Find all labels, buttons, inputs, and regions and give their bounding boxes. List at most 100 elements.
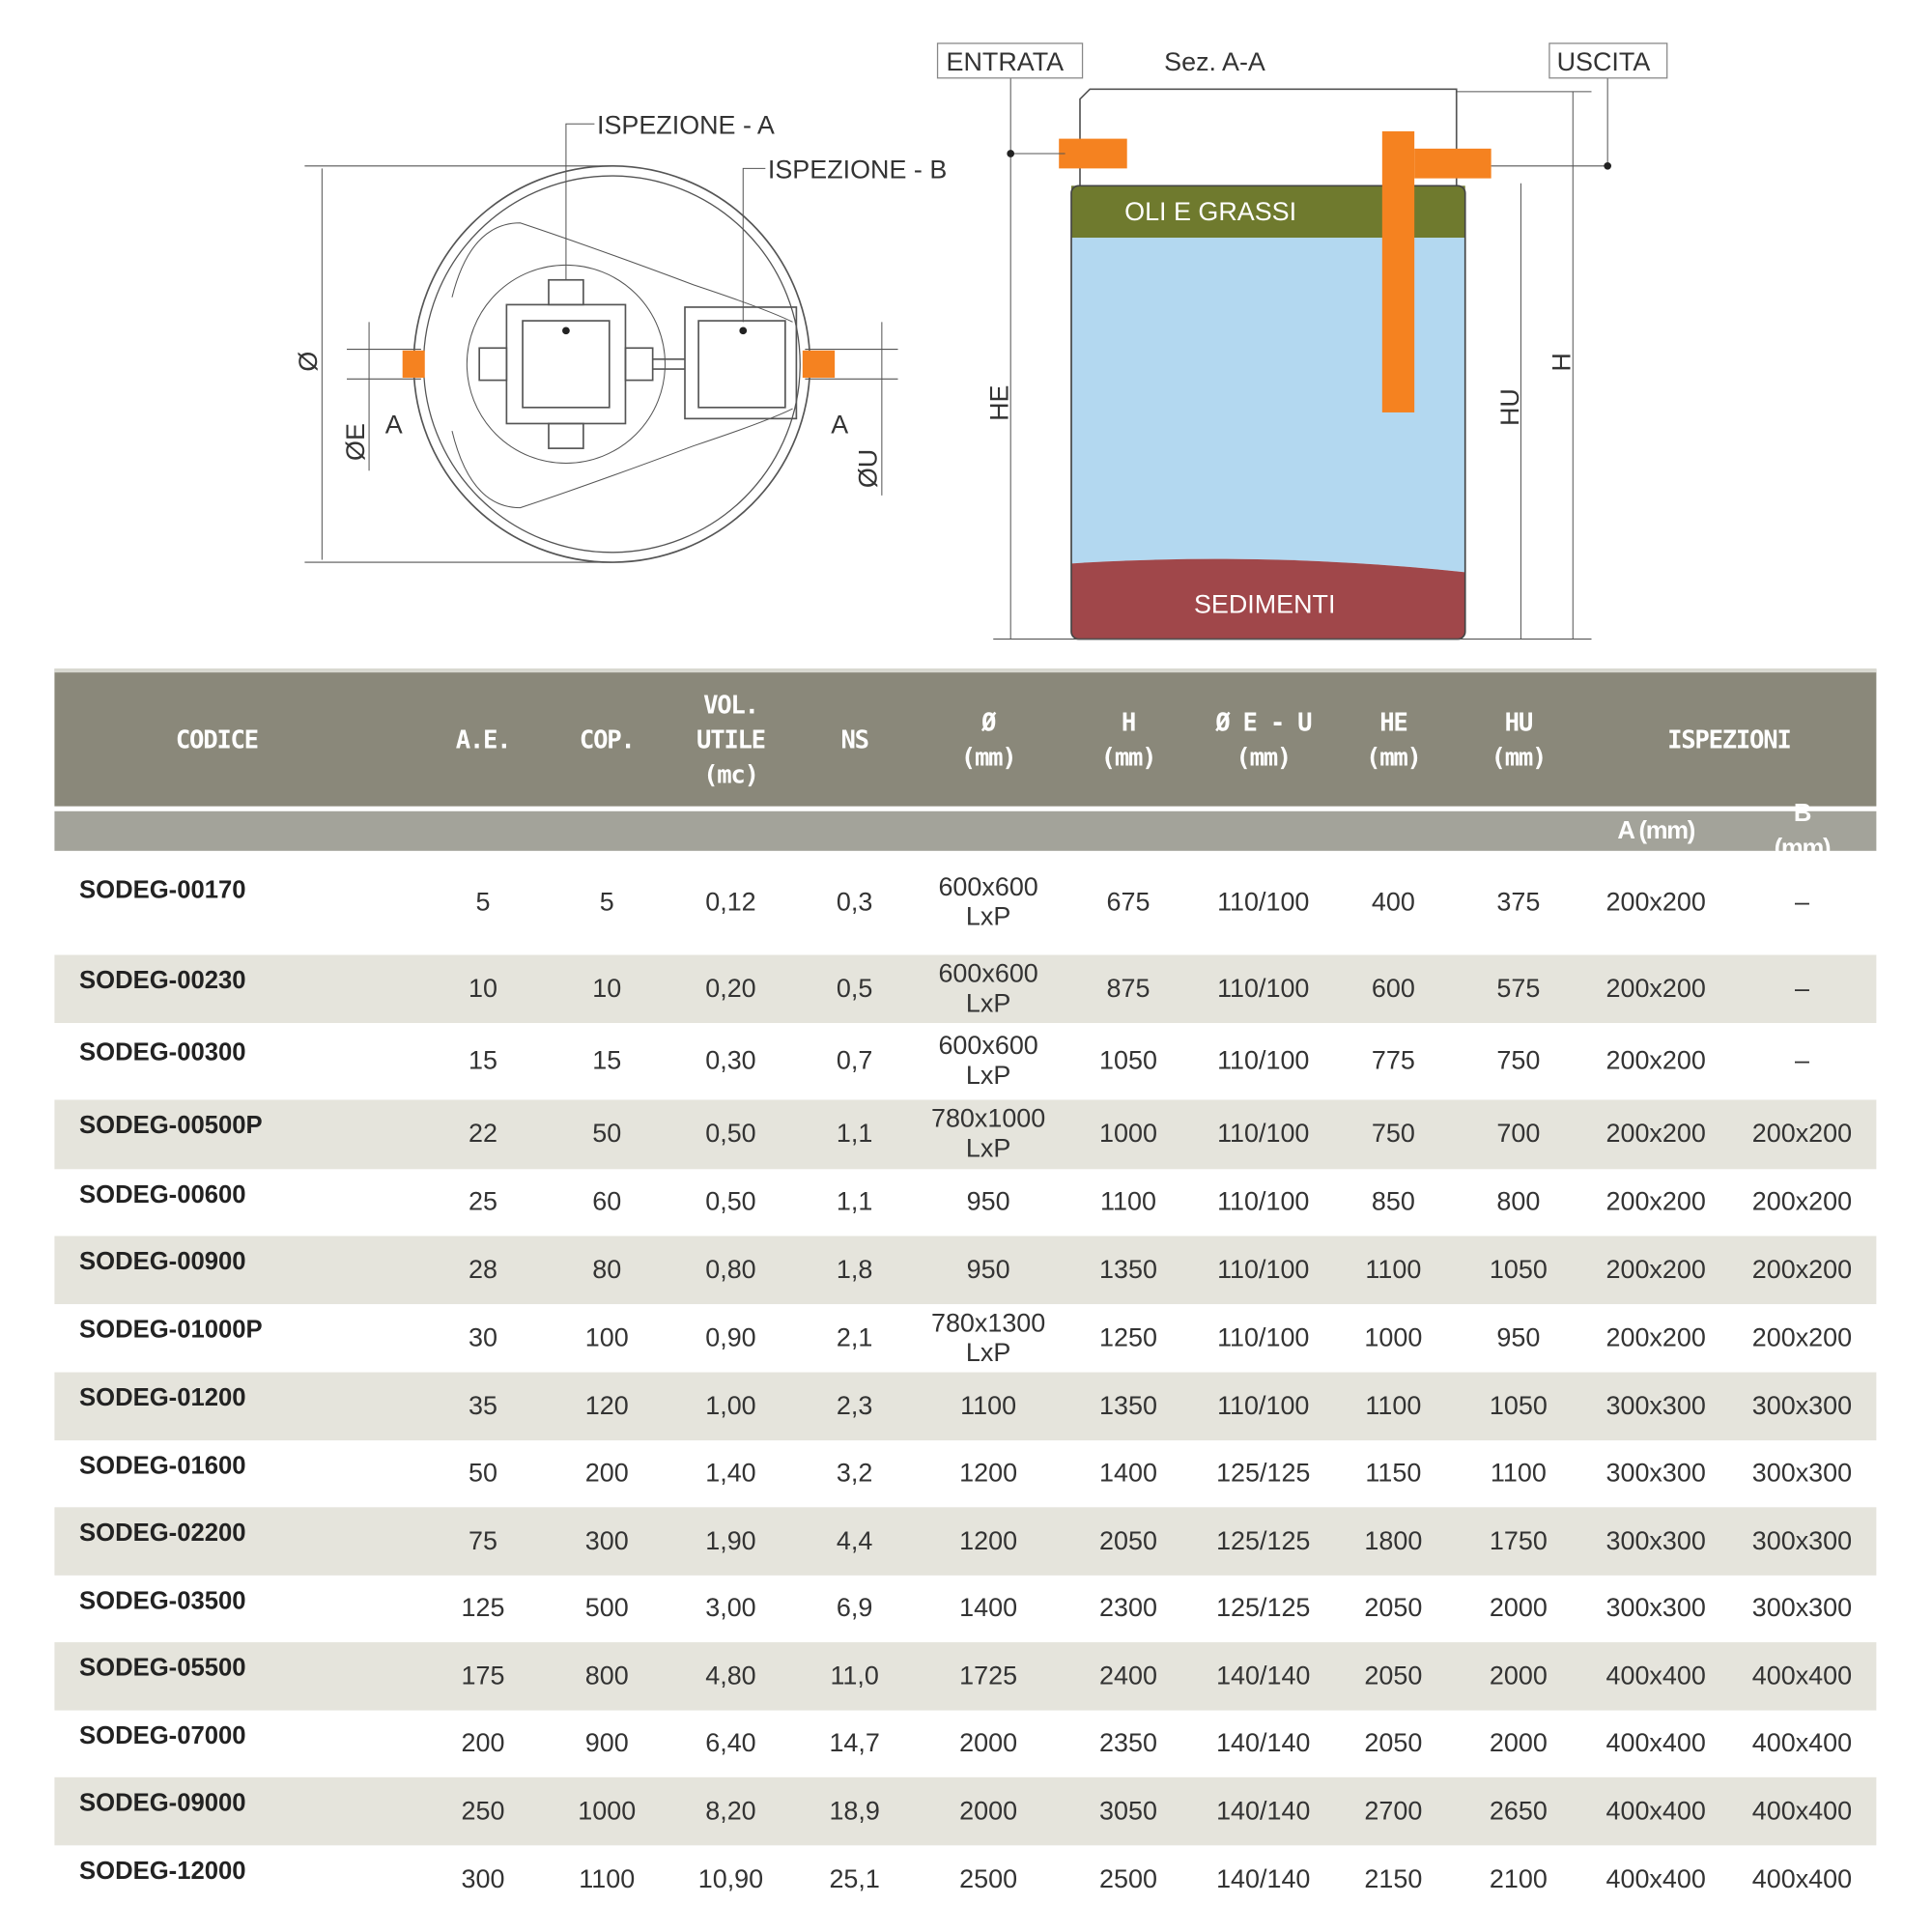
cell: 110/100 — [1217, 1255, 1310, 1284]
cell: 200x200 — [1605, 1187, 1706, 1217]
plan-view — [304, 123, 898, 563]
cell: 11,0 — [830, 1661, 879, 1690]
cell: 200x200 — [1605, 1046, 1706, 1075]
cell: 2050 — [1364, 1661, 1423, 1690]
cell: 28 — [469, 1255, 497, 1284]
cell: 1,1 — [836, 1187, 873, 1217]
cell: 1400 — [1099, 1459, 1157, 1488]
cell: 2,1 — [836, 1322, 873, 1352]
cell: 800 — [1496, 1187, 1541, 1217]
cell: 1100 — [960, 1391, 1017, 1420]
cell: 2000 — [959, 1796, 1018, 1826]
cell: 6,40 — [705, 1728, 756, 1758]
cell: 300 — [584, 1526, 629, 1555]
cell: 110/100 — [1217, 1120, 1310, 1149]
cell: 1000 — [1364, 1322, 1423, 1352]
cell: 700 — [1496, 1120, 1541, 1149]
cell: 25,1 — [829, 1864, 880, 1893]
inlet-pipe — [402, 350, 425, 379]
label-h: H — [1548, 353, 1577, 371]
cell: 140/140 — [1216, 1661, 1311, 1690]
label-insp-a: ISPEZIONE - A — [597, 110, 775, 139]
cell: 110/100 — [1217, 1322, 1310, 1352]
cell: 1100 — [579, 1864, 636, 1893]
table-row: SODEG-02200 75 300 1,90 4,4 1200 2050 125/125 18… — [54, 1507, 1877, 1576]
cell: 100 — [584, 1322, 629, 1352]
cell: 1050 — [1099, 1046, 1157, 1075]
cell: 1400 — [959, 1594, 1018, 1623]
column-header: VOL. UTILE (mc) — [696, 690, 766, 789]
label-sedimenti: SEDIMENTI — [1194, 590, 1336, 619]
cell: 675 — [1106, 888, 1151, 917]
cell: 600x600 LxP — [938, 872, 1038, 932]
cell: 900 — [584, 1728, 629, 1758]
table-subheader: A (mm) B (mm) — [54, 800, 1877, 862]
tank-diagram: ISPEZIONE - A ISPEZIONE - B Ø ØE ØU A A … — [294, 43, 1668, 640]
cell: 10 — [592, 974, 622, 1003]
cell: 950 — [966, 1255, 1010, 1284]
cell: 0,3 — [836, 888, 873, 917]
cell: 1,00 — [705, 1391, 756, 1420]
cell: 3050 — [1099, 1796, 1157, 1826]
cell: 125/125 — [1216, 1594, 1311, 1623]
cell: 400x400 — [1605, 1661, 1706, 1690]
column-header: Ø (mm) — [960, 707, 1017, 772]
cell: 1350 — [1099, 1255, 1157, 1284]
label-entrata: ENTRATA — [947, 47, 1065, 76]
cell: 2100 — [1489, 1864, 1548, 1893]
column-header: A.E. — [455, 724, 512, 754]
cell: 0,50 — [705, 1187, 756, 1217]
cell: 1750 — [1489, 1526, 1548, 1555]
cell: 1,1 — [836, 1120, 873, 1149]
cell: 250 — [461, 1796, 505, 1826]
cell: 1100 — [1490, 1459, 1547, 1488]
cell: 1000 — [1099, 1120, 1157, 1149]
cell: – — [1794, 974, 1809, 1003]
cell: 120 — [584, 1391, 629, 1420]
product-code: SODEG-03500 — [79, 1587, 246, 1615]
cell: 600x600 LxP — [938, 958, 1038, 1018]
cell: 2350 — [1099, 1728, 1157, 1758]
cell: 110/100 — [1217, 1046, 1310, 1075]
cell: 80 — [592, 1255, 622, 1284]
cell: 0,90 — [705, 1322, 756, 1352]
cell: 6,9 — [836, 1594, 873, 1623]
cell: 110/100 — [1217, 1187, 1310, 1217]
cell: – — [1794, 888, 1809, 917]
cell: 10,90 — [697, 1864, 764, 1893]
table-row: SODEG-12000 300 1100 10,90 25,1 2500 2500 140/1… — [54, 1845, 1876, 1914]
cell: 18,9 — [829, 1796, 880, 1826]
product-code: SODEG-00600 — [79, 1180, 246, 1208]
cell: 200 — [584, 1459, 629, 1488]
table-row: SODEG-00900 28 80 0,80 1,8 950 1350 110/100 1100… — [54, 1236, 1877, 1305]
cell: 2050 — [1099, 1526, 1157, 1555]
table-row: SODEG-00500P 22 50 0,50 1,1 780x1000 LxP 1000 1… — [54, 1099, 1877, 1170]
cell: 2500 — [959, 1864, 1018, 1893]
table-row: SODEG-01600 50 200 1,40 3,2 1200 1400 125/125 11… — [54, 1440, 1876, 1507]
cell: 600x600 LxP — [938, 1031, 1038, 1091]
cell: 375 — [1496, 888, 1541, 917]
cell: 1100 — [1365, 1255, 1422, 1284]
label-section-title: Sez. A-A — [1164, 47, 1265, 76]
column-header: Ø E - U (mm) — [1215, 707, 1312, 772]
cell: 500 — [584, 1594, 629, 1623]
column-header: H (mm) — [1100, 707, 1157, 772]
cell: 0,20 — [705, 974, 756, 1003]
cell: 1200 — [959, 1526, 1018, 1555]
cell: 110/100 — [1217, 974, 1310, 1003]
label-diameter: Ø — [294, 352, 323, 372]
table-row: SODEG-01000P 30 100 0,90 2,1 780x1300 LxP 1250… — [54, 1304, 1876, 1373]
cell: 200x200 — [1751, 1255, 1853, 1284]
cell: 15 — [592, 1046, 622, 1075]
cell: – — [1794, 1046, 1809, 1075]
cell: 1,90 — [705, 1526, 756, 1555]
cell: 1250 — [1099, 1322, 1157, 1352]
cell: 950 — [1496, 1322, 1541, 1352]
label-oli-grassi: OLI E GRASSI — [1124, 197, 1296, 226]
cell: 1800 — [1364, 1526, 1423, 1555]
table-row: SODEG-05500 175 800 4,80 11,0 1725 2400 140/140… — [54, 1642, 1877, 1711]
cell: 300 — [461, 1864, 505, 1893]
table-row: SODEG-01200 35 120 1,00 2,3 1100 1350 110/100 11… — [54, 1372, 1877, 1441]
cell: 4,4 — [836, 1526, 873, 1555]
table-row: SODEG-07000 200 900 6,40 14,7 2000 2350 140/140… — [54, 1711, 1876, 1777]
